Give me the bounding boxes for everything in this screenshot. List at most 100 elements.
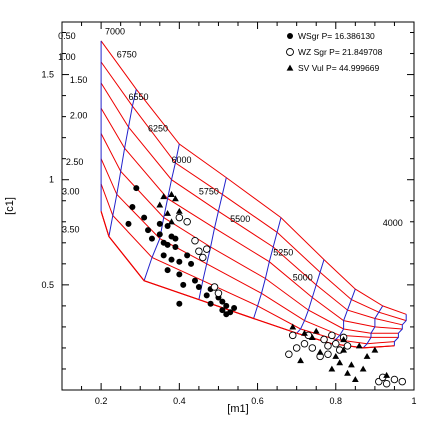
data-point (160, 252, 167, 259)
data-point (348, 361, 355, 368)
data-point (164, 241, 171, 248)
data-point (312, 327, 320, 334)
y-tick-label: 1.5 (41, 70, 54, 80)
data-point (355, 342, 363, 349)
data-point (363, 352, 371, 359)
grid-label: 1.00 (58, 52, 76, 62)
legend-label: WZ Sgr P= 21.849708 (298, 47, 383, 57)
legend-marker (286, 64, 294, 71)
y-tick-label: 1 (49, 175, 54, 185)
model-grid (100, 40, 407, 349)
data-point (336, 359, 344, 366)
iso-temperature-line-5 (253, 217, 282, 319)
y-axis-label: [c1] (4, 197, 16, 215)
data-point (328, 365, 336, 372)
data-point (168, 256, 175, 263)
data-point (145, 227, 152, 234)
data-point (398, 377, 407, 386)
data-point (172, 244, 179, 251)
axes: 0.2 0.4 0.6 0.8 1 0.5 1 1.5 (41, 21, 417, 406)
data-point (324, 350, 332, 359)
data-point (289, 323, 297, 330)
data-point (195, 247, 203, 255)
grid-label: 0.50 (58, 31, 76, 41)
x-tick-label: 0.6 (251, 396, 264, 406)
data-point (164, 222, 171, 229)
grid-label: 7000 (105, 27, 125, 37)
data-point (214, 289, 223, 298)
data-point (383, 371, 391, 378)
data-point (289, 331, 297, 340)
data-points (125, 185, 407, 388)
data-point (328, 331, 336, 340)
data-point (176, 258, 183, 265)
iso-temperature-line-3 (143, 143, 180, 281)
data-point (125, 220, 132, 227)
data-point (160, 193, 168, 200)
data-point (156, 201, 164, 208)
data-point (324, 342, 332, 350)
data-point (156, 220, 163, 227)
iso-temperature-line-9 (393, 314, 407, 346)
grid-label: 3.00 (62, 186, 80, 196)
grid-label: 2.00 (70, 111, 88, 121)
data-point (320, 335, 328, 344)
legend: WSgr P= 16.386130 WZ Sgr P= 21.849708 SV V… (286, 31, 383, 73)
data-point (176, 300, 183, 307)
x-tick-label: 0.8 (330, 396, 343, 406)
data-point (188, 260, 195, 267)
grid-label: 6550 (128, 92, 148, 102)
data-point (148, 235, 155, 242)
data-point (297, 357, 304, 364)
iso-temperature-line-7 (331, 288, 356, 345)
annotation-layer: 7000 0.50 1.00 6750 1.50 6550 2.00 6250 6000 2.50… (58, 27, 403, 283)
data-point (210, 283, 219, 291)
data-point (300, 339, 309, 348)
data-point (351, 376, 359, 383)
data-point (343, 342, 352, 350)
y-tick-label: 0.5 (41, 280, 54, 290)
grid-label: 6000 (172, 155, 192, 165)
grid-label: 3.50 (62, 224, 80, 234)
data-point (308, 334, 316, 340)
data-point (223, 311, 230, 318)
data-point (344, 369, 351, 376)
data-point (133, 185, 140, 192)
x-axis-label: [m1] (227, 403, 248, 415)
data-point (285, 350, 293, 359)
data-point (202, 245, 211, 253)
data-point (332, 339, 340, 348)
grid-label: 5500 (230, 214, 250, 224)
x-tick-label: 0.2 (95, 396, 108, 406)
data-point (371, 346, 379, 353)
data-point (175, 207, 183, 214)
iso-temperature-line-6 (296, 259, 325, 334)
data-point (390, 375, 399, 384)
data-point (172, 235, 179, 242)
data-point (382, 379, 391, 388)
data-point (359, 365, 367, 372)
data-point (219, 298, 226, 305)
data-point (191, 277, 198, 284)
data-point (223, 302, 230, 309)
data-point (301, 329, 308, 336)
iso-temperature-line-8 (362, 305, 384, 349)
data-point (199, 253, 207, 262)
data-point (219, 307, 226, 314)
data-point (195, 283, 202, 290)
iso-temperature-line-4 (198, 177, 227, 300)
x-tick-label: 1 (411, 396, 416, 406)
legend-label: WSgr P= 16.386130 (298, 31, 375, 41)
grid-label: 1.50 (70, 75, 88, 85)
data-point (231, 304, 238, 311)
data-point (316, 348, 324, 355)
data-point (129, 204, 136, 211)
data-point (175, 213, 184, 222)
data-point (207, 300, 214, 307)
grid-label: 4000 (383, 218, 403, 228)
series-1 (125, 185, 238, 318)
data-point (156, 231, 163, 238)
grid-label: 6250 (148, 123, 168, 133)
